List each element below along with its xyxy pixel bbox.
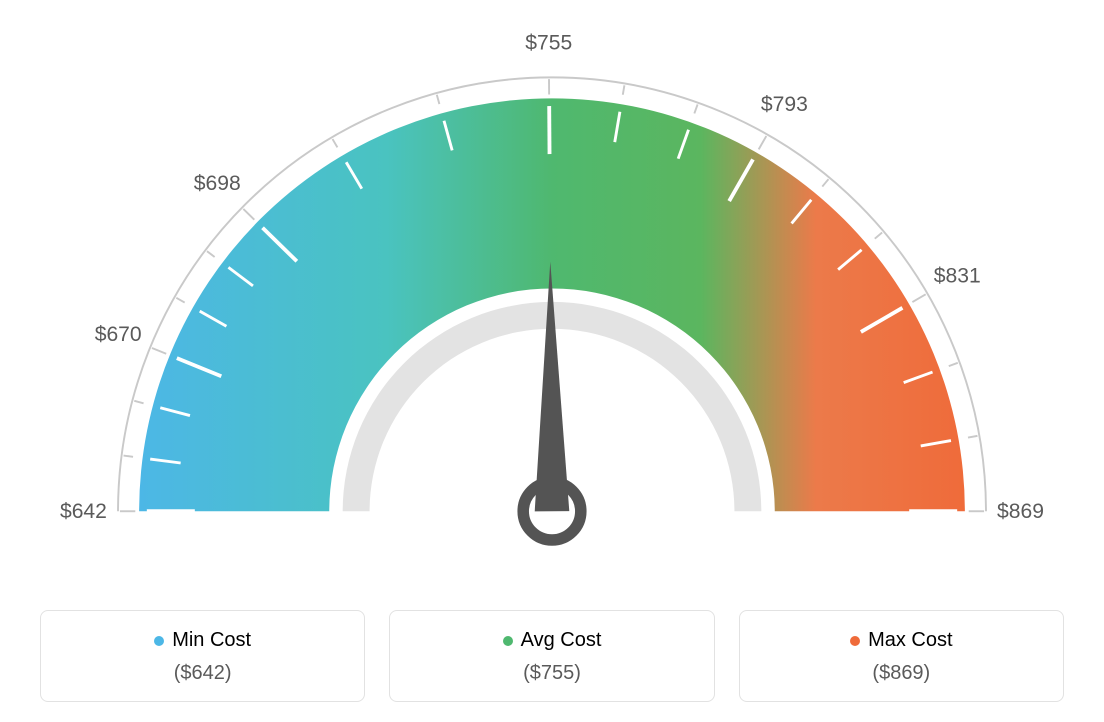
gauge-tick-label: $698 [194,172,241,195]
legend-value: ($755) [400,662,703,685]
gauge-outline-minor-tick [437,95,440,104]
gauge-outline-tick [759,136,767,149]
legend-title-avg: Avg Cost [503,629,602,652]
gauge-tick-label: $869 [997,500,1044,523]
gauge-outline-minor-tick [968,436,977,438]
gauge-needle [535,262,570,512]
gauge-outline-minor-tick [623,85,625,94]
dot-icon [503,636,513,646]
legend-row: Min Cost ($642) Avg Cost ($755) Max Cost… [20,610,1084,702]
legend-label: Max Cost [868,629,952,652]
gauge-outline-minor-tick [694,104,697,113]
gauge-outline-minor-tick [822,179,828,186]
gauge-outline-minor-tick [134,401,143,403]
gauge-chart: $642 $670 $698 $755 $793 $831 $869 [22,20,1082,580]
gauge-tick-label: $831 [934,265,981,288]
legend-card-max: Max Cost ($869) [739,610,1064,702]
gauge-outline-minor-tick [875,232,882,238]
gauge-tick-label: $793 [761,93,808,116]
legend-label: Avg Cost [521,629,602,652]
legend-card-avg: Avg Cost ($755) [389,610,714,702]
gauge-outline-minor-tick [176,298,184,303]
gauge-outline-tick [152,348,166,354]
gauge-tick-label: $670 [95,323,142,346]
legend-label: Min Cost [172,629,251,652]
legend-card-min: Min Cost ($642) [40,610,365,702]
gauge-outline-tick [912,294,925,302]
gauge-outline-minor-tick [949,363,958,366]
gauge-tick-label: $755 [525,31,572,54]
legend-value: ($869) [750,662,1053,685]
gauge-outline-minor-tick [333,139,338,147]
gauge-tick-label: $642 [60,500,107,523]
legend-value: ($642) [51,662,354,685]
gauge-container: $642 $670 $698 $755 $793 $831 $869 [20,20,1084,580]
gauge-outline-tick [243,209,254,220]
gauge-outline-minor-tick [207,251,215,257]
gauge-outline-minor-tick [124,456,134,457]
dot-icon [154,636,164,646]
legend-title-max: Max Cost [850,629,952,652]
legend-title-min: Min Cost [154,629,251,652]
dot-icon [850,636,860,646]
